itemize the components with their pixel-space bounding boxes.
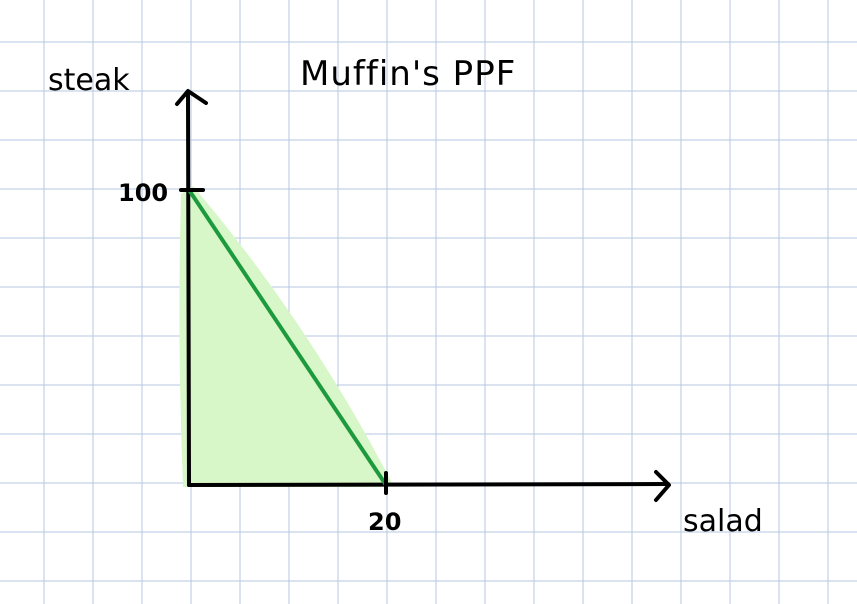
x-axis-arrowhead	[654, 470, 671, 502]
y-axis-arrowhead	[175, 89, 208, 106]
ppf-line	[187, 188, 388, 487]
x-tick-label-20: 20	[368, 508, 401, 536]
y-tick-label-100: 100	[118, 179, 168, 207]
axes	[175, 89, 671, 502]
y-axis-label: steak	[48, 63, 130, 98]
chart-title: Muffin's PPF	[300, 54, 516, 94]
x-axis-line	[187, 482, 670, 487]
y-axis-line	[186, 93, 191, 487]
x-axis-label: salad	[683, 504, 763, 539]
tick-marks	[179, 188, 388, 495]
